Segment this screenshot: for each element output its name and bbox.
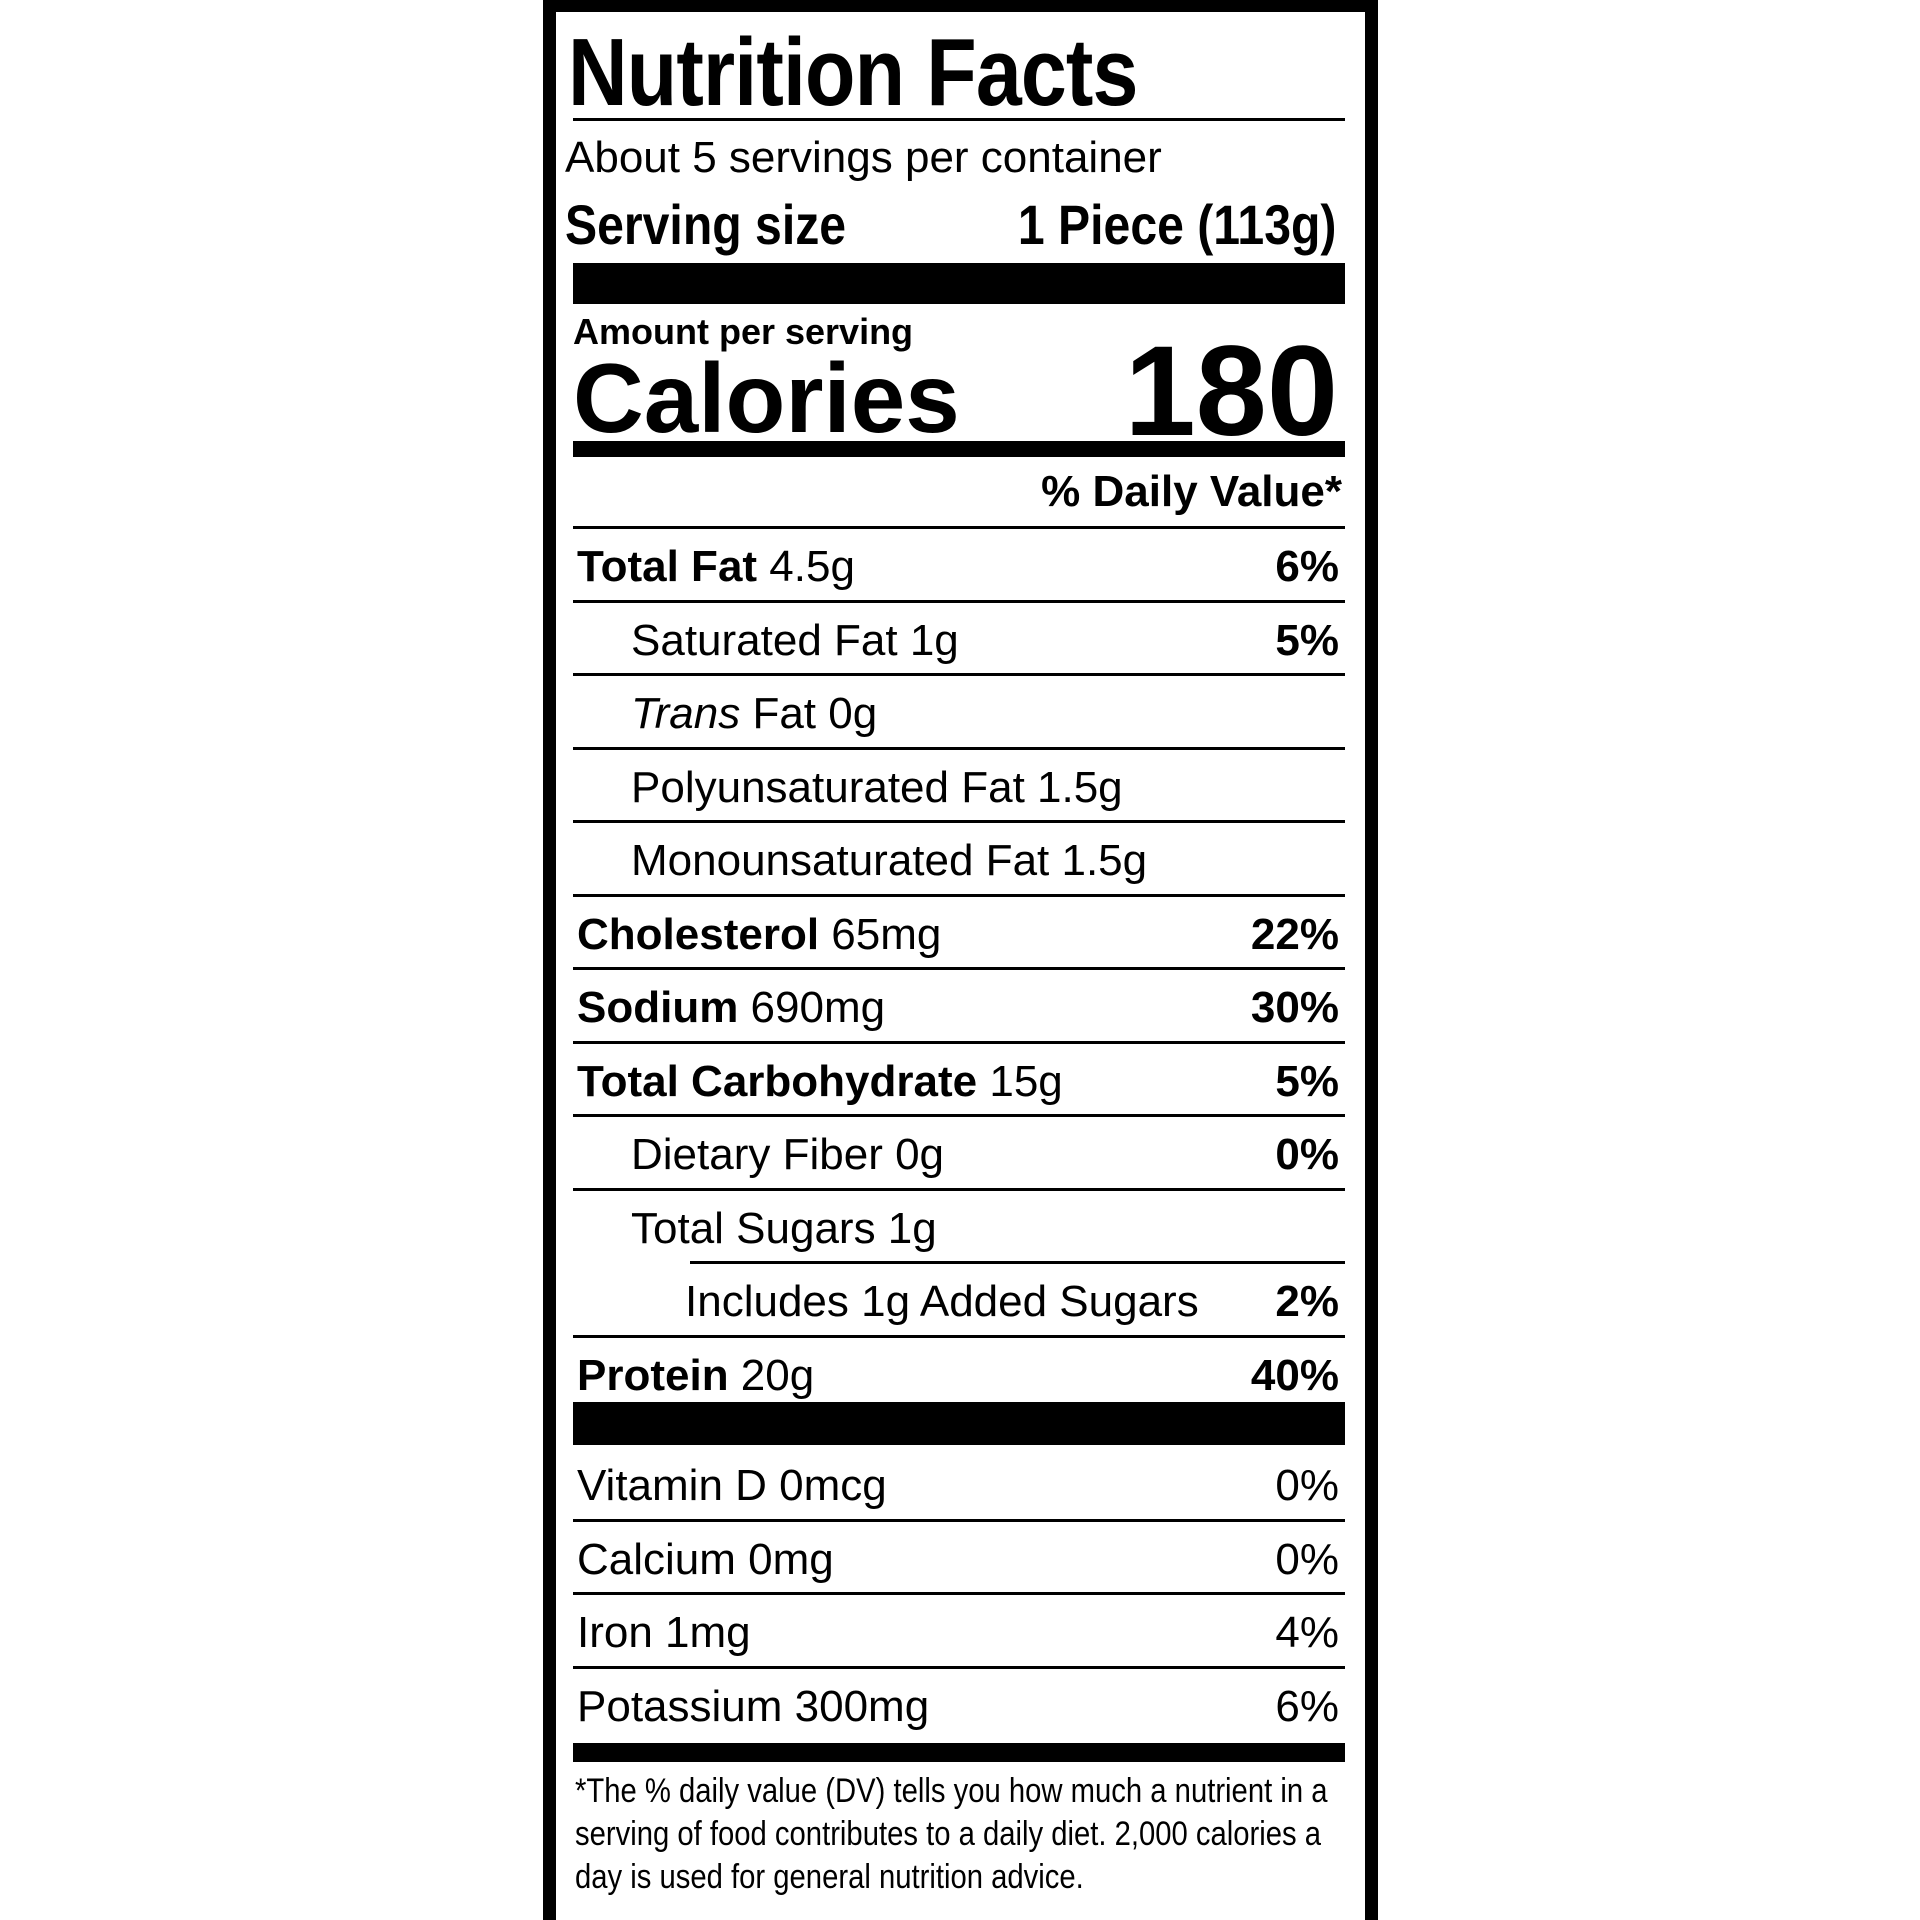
row-divider (573, 1187, 1345, 1191)
label-title: Nutrition Facts (568, 19, 1138, 126)
nutrient-amount: Includes 1g Added Sugars (685, 1277, 1199, 1326)
nutrient-row: Saturated Fat 1g 5% (573, 603, 1345, 676)
nutrient-name: Total Carbohydrate 15g (577, 1057, 1063, 1107)
daily-value-percent: 2% (1275, 1277, 1339, 1326)
serving-size-value: 1 Piece (113g) (1017, 193, 1336, 256)
nutrient-amount: 65mg (819, 909, 942, 959)
daily-value-header: % Daily Value* (1041, 467, 1342, 516)
medium-divider (573, 1743, 1345, 1762)
daily-value-percent: 6% (1275, 542, 1339, 591)
row-divider (573, 820, 1345, 823)
nutrient-name: Protein 20g (577, 1351, 814, 1401)
daily-value-percent: 30% (1250, 983, 1339, 1032)
vitamin-name: Potassium 300mg (577, 1681, 930, 1731)
nutrient-amount: 20g (728, 1350, 815, 1400)
daily-value-percent: 6% (1275, 1681, 1339, 1731)
daily-value-percent: 22% (1250, 909, 1339, 959)
nutrient-amount: Dietary Fiber 0g (631, 1130, 945, 1179)
vitamin-row: Potassium 300mg 6% (573, 1669, 1345, 1742)
vitamin-row: Vitamin D 0mcg 0% (573, 1448, 1345, 1521)
row-divider (573, 599, 1345, 603)
nutrient-row: Total Sugars 1g (573, 1191, 1345, 1264)
row-divider (573, 1518, 1345, 1522)
row-divider (690, 1261, 1345, 1264)
nutrient-row: Protein 20g 40% (573, 1338, 1345, 1411)
daily-value-percent: 5% (1275, 615, 1339, 665)
nutrient-amount: 15g (977, 1056, 1063, 1106)
divider (573, 118, 1345, 121)
nutrient-name-bold: Sodium (577, 983, 739, 1032)
daily-value-percent: 4% (1275, 1608, 1339, 1657)
medium-divider (573, 441, 1345, 457)
daily-value-percent: 0% (1275, 1461, 1339, 1510)
row-divider (573, 893, 1345, 897)
vitamin-name: Iron 1mg (577, 1608, 751, 1657)
nutrient-amount: 690mg (738, 983, 886, 1032)
nutrient-row: Monounsaturated Fat 1.5g (573, 823, 1345, 896)
nutrient-name-italic: Trans (631, 689, 741, 738)
thick-divider (573, 1402, 1345, 1445)
row-divider (573, 1665, 1345, 1669)
nutrient-amount: Fat 0g (740, 689, 878, 738)
nutrient-name: Polyunsaturated Fat 1.5g (631, 763, 1123, 813)
nutrient-name-bold: Total Carbohydrate (577, 1056, 978, 1106)
servings-per-container: About 5 servings per container (565, 133, 1162, 182)
nutrient-row: Dietary Fiber 0g 0% (573, 1117, 1345, 1190)
nutrient-name: Total Fat 4.5g (577, 542, 855, 592)
row-divider (573, 1334, 1345, 1338)
calories-value: 180 (1124, 320, 1338, 463)
nutrient-row: Cholesterol 65mg 22% (573, 897, 1345, 970)
nutrient-name-bold: Total Fat (577, 542, 758, 591)
row-divider (573, 967, 1345, 970)
nutrient-row: Total Carbohydrate 15g 5% (573, 1044, 1345, 1117)
daily-value-percent: 40% (1250, 1350, 1339, 1400)
nutrient-name: Saturated Fat 1g (631, 616, 959, 666)
thick-divider (573, 263, 1345, 304)
nutrient-row: Trans Fat 0g (573, 676, 1345, 749)
vitamin-row: Iron 1mg 4% (573, 1595, 1345, 1668)
nutrient-row: Total Fat 4.5g 6% (573, 529, 1345, 602)
nutrient-name: Sodium 690mg (577, 983, 885, 1033)
row-divider (573, 526, 1345, 529)
daily-value-percent: 5% (1275, 1056, 1339, 1106)
nutrient-amount: Polyunsaturated Fat 1.5g (631, 762, 1123, 812)
nutrient-row: Includes 1g Added Sugars 2% (573, 1264, 1345, 1337)
nutrient-name: Dietary Fiber 0g (631, 1130, 944, 1180)
daily-value-percent: 0% (1275, 1534, 1339, 1584)
row-divider (573, 746, 1345, 750)
nutrient-name-bold: Protein (577, 1350, 729, 1400)
nutrient-name: Includes 1g Added Sugars (685, 1277, 1199, 1327)
nutrient-amount: Saturated Fat 1g (631, 615, 959, 665)
row-divider (573, 1592, 1345, 1595)
row-divider (573, 1040, 1345, 1044)
row-divider (573, 1114, 1345, 1117)
vitamin-name: Vitamin D 0mcg (577, 1461, 887, 1510)
nutrient-amount: Total Sugars 1g (631, 1203, 937, 1253)
nutrient-name: Total Sugars 1g (631, 1204, 937, 1254)
nutrient-amount: Monounsaturated Fat 1.5g (631, 836, 1148, 885)
nutrient-name: Cholesterol 65mg (577, 910, 941, 960)
nutrient-name: Trans Fat 0g (631, 689, 877, 739)
nutrition-label (543, 0, 1378, 1920)
nutrient-name-bold: Cholesterol (577, 909, 820, 959)
serving-size-label: Serving size (565, 193, 847, 256)
row-divider (573, 673, 1345, 676)
amount-per-serving: Amount per serving (573, 311, 914, 352)
calories-label: Calories (573, 343, 960, 453)
daily-value-percent: 0% (1275, 1130, 1339, 1179)
nutrient-amount: 4.5g (757, 542, 855, 591)
nutrient-name: Monounsaturated Fat 1.5g (631, 836, 1147, 886)
vitamin-row: Calcium 0mg 0% (573, 1522, 1345, 1595)
nutrient-row: Sodium 690mg 30% (573, 970, 1345, 1043)
nutrient-row: Polyunsaturated Fat 1.5g (573, 750, 1345, 823)
vitamin-name: Calcium 0mg (577, 1534, 834, 1584)
footnote: *The % daily value (DV) tells you how mu… (575, 1772, 1328, 1896)
